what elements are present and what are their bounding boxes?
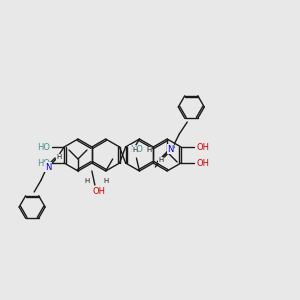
- Text: H: H: [159, 157, 164, 163]
- Text: H: H: [147, 147, 152, 153]
- Text: HO: HO: [130, 146, 143, 154]
- Text: H: H: [84, 178, 89, 184]
- Text: N: N: [167, 145, 173, 154]
- Text: HO: HO: [37, 158, 50, 167]
- Text: OH: OH: [196, 158, 209, 167]
- Text: OH: OH: [196, 142, 209, 152]
- Text: H: H: [133, 147, 138, 153]
- Text: N: N: [45, 163, 51, 172]
- Text: OH: OH: [92, 187, 105, 196]
- Text: HO: HO: [37, 142, 50, 152]
- Text: H: H: [56, 154, 62, 160]
- Text: H: H: [103, 178, 109, 184]
